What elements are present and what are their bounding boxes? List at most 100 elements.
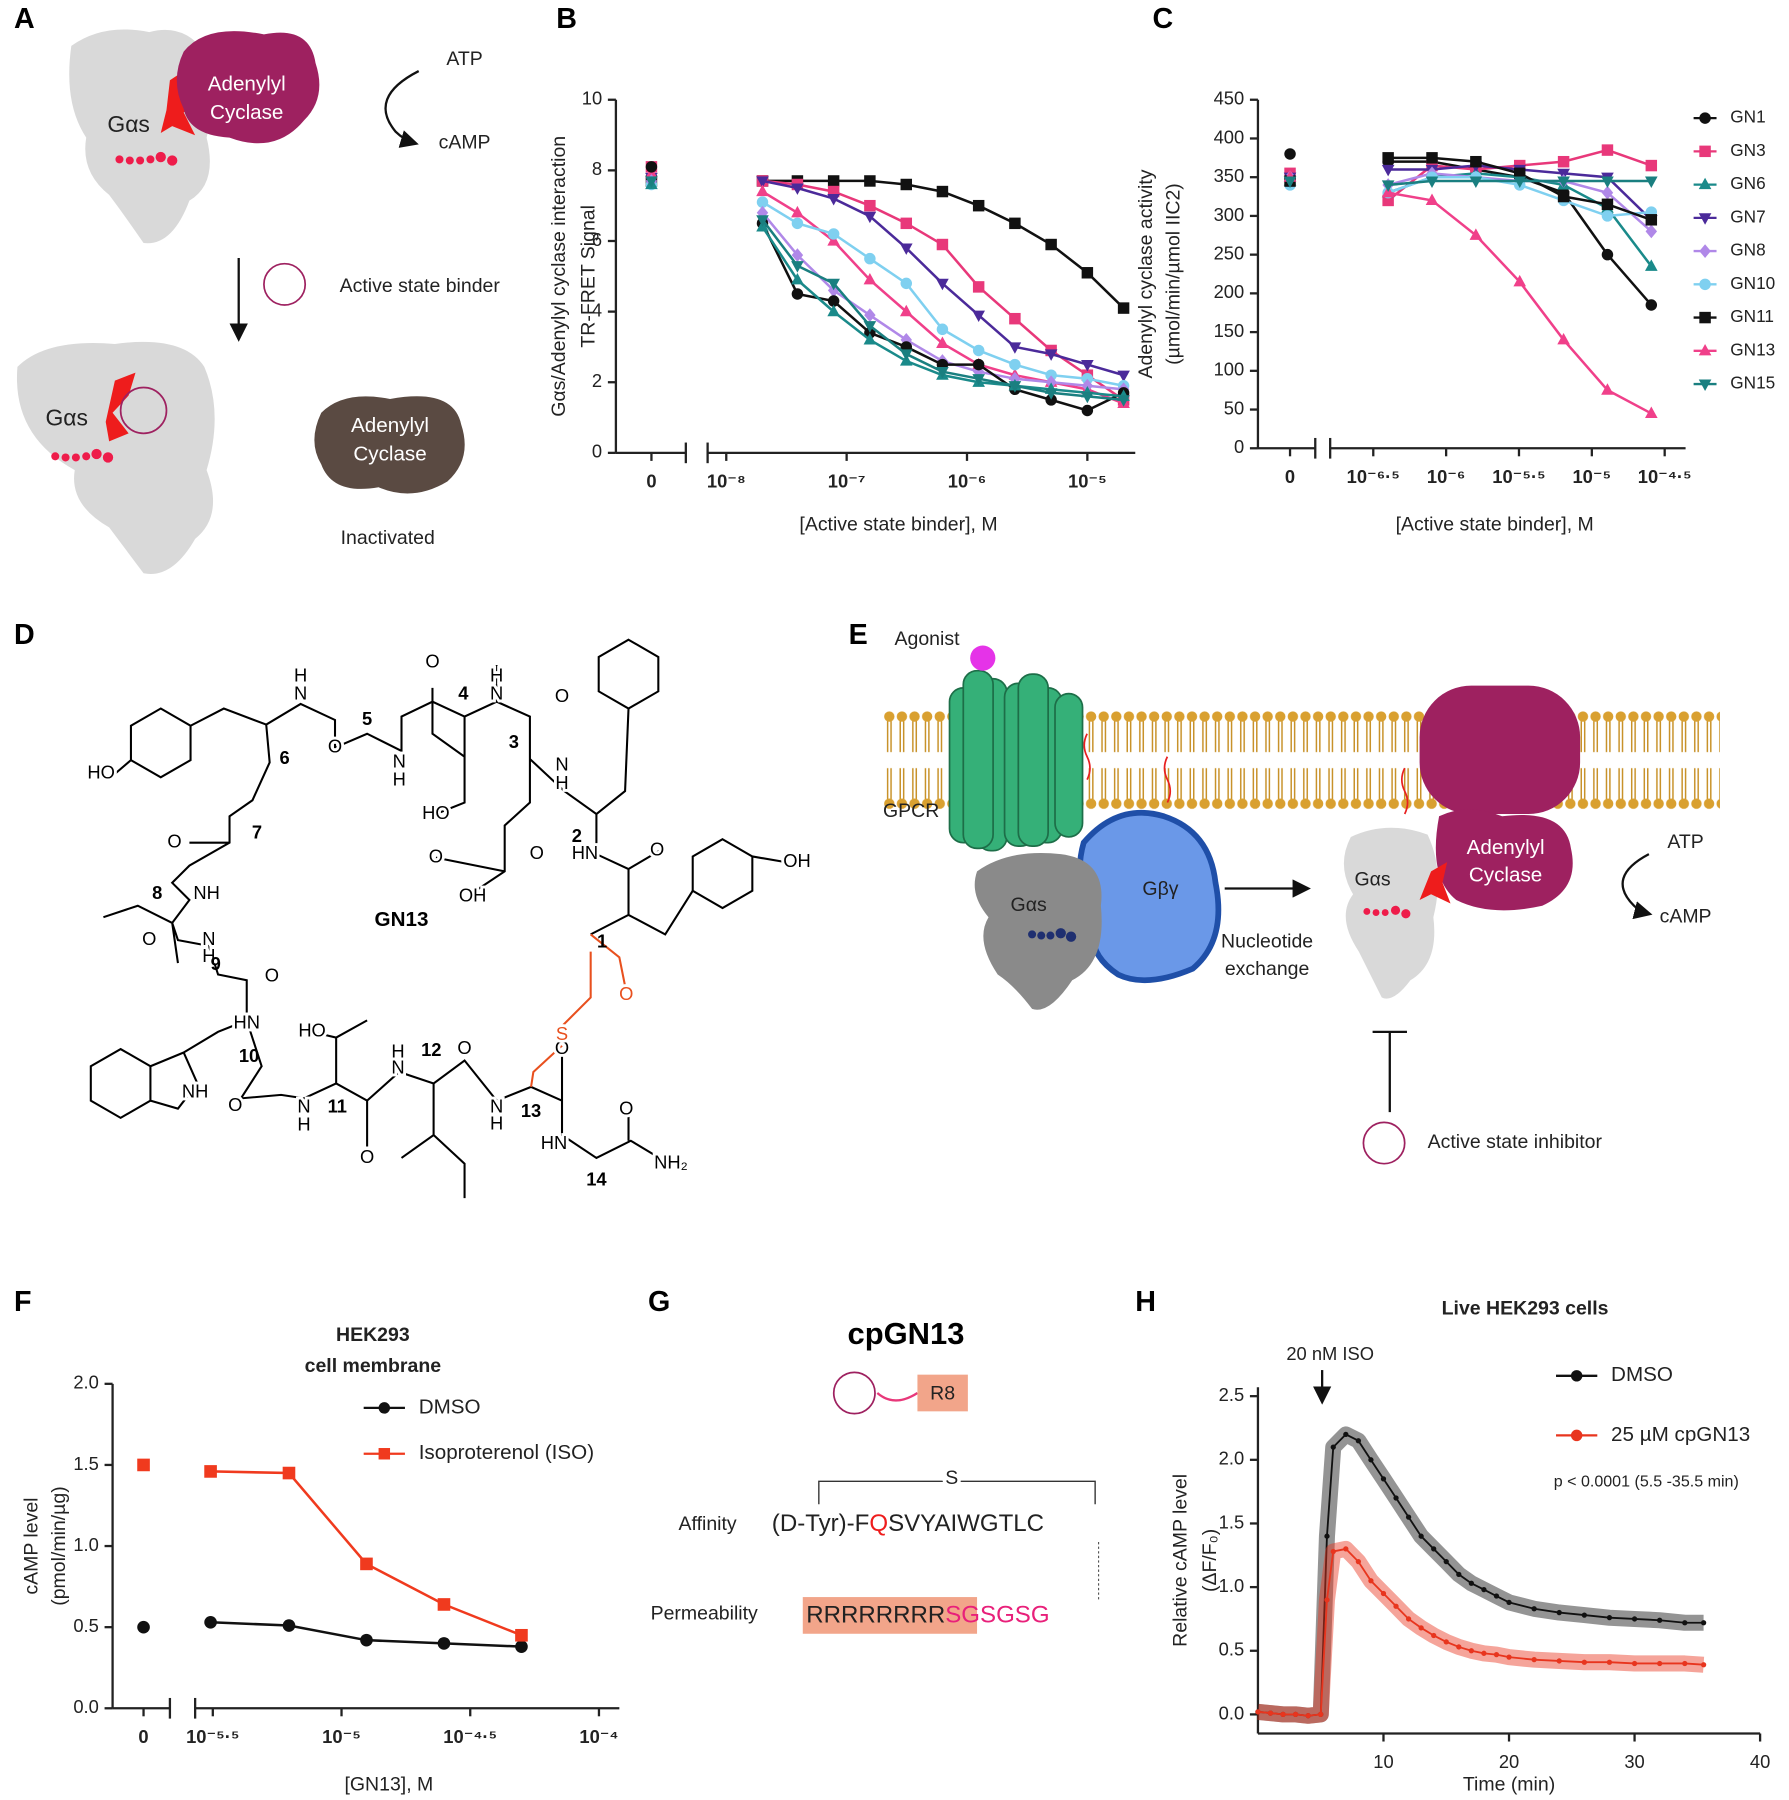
legend-marker: [1699, 278, 1711, 291]
legend-label: DMSO: [1611, 1363, 1673, 1386]
y-tick-label: 1.5: [1219, 1511, 1244, 1532]
label: Gαs: [107, 111, 150, 137]
legend-marker: [1699, 112, 1711, 124]
marker: [864, 327, 876, 339]
atom-label: HO: [87, 762, 115, 783]
marker: [1581, 1612, 1587, 1618]
gas-protein: [1343, 827, 1438, 999]
x-tick-label: 10⁻⁵·⁵: [1492, 466, 1545, 487]
atom-label: O: [457, 1037, 471, 1058]
marker: [791, 217, 804, 230]
marker: [972, 199, 985, 212]
x-axis-label: Time (min): [1463, 1773, 1555, 1795]
residue-number: 11: [328, 1095, 347, 1116]
y-tick-label: 1.0: [73, 1534, 98, 1555]
marker: [1468, 1580, 1474, 1586]
x-tick-label: 40: [1750, 1751, 1770, 1772]
marker: [1645, 299, 1658, 311]
marker: [1382, 152, 1394, 164]
marker: [645, 161, 658, 173]
x-tick-label: 30: [1624, 1751, 1644, 1772]
y-tick-label: 0.0: [73, 1696, 98, 1717]
marker: [1657, 1660, 1663, 1667]
marker: [1280, 1711, 1286, 1718]
marker: [645, 176, 658, 188]
marker: [1631, 1660, 1638, 1667]
atom-label: O: [555, 1037, 569, 1058]
seq-part: SVYAIWGTLC: [888, 1510, 1044, 1537]
marker: [936, 185, 949, 198]
marker: [1645, 214, 1658, 226]
marker: [1506, 1599, 1512, 1606]
marker: [827, 185, 840, 198]
marker: [1557, 176, 1570, 188]
marker: [756, 215, 769, 227]
marker: [1425, 193, 1439, 206]
marker: [204, 1615, 217, 1629]
atom-label: NH: [182, 1080, 208, 1101]
chart: 0 50 100 150 200 250 300 350 400 450 0 10⁻⁶·⁵ 10⁻⁶ 10…: [1135, 88, 1775, 536]
binder-icon: [263, 262, 307, 306]
marker: [1513, 176, 1527, 188]
y-tick-label: 0.0: [1219, 1702, 1244, 1723]
marker: [1601, 198, 1614, 211]
atom-label: O: [265, 965, 279, 986]
bridge: [818, 1480, 1096, 1505]
marker: [791, 261, 804, 273]
marker: [972, 344, 985, 357]
legend-marker: [1698, 343, 1712, 356]
seq-part: RRRRRRRR: [806, 1602, 945, 1629]
marker: [1045, 394, 1057, 406]
label: Gαs: [1011, 894, 1047, 916]
x-tick-label: 0: [646, 471, 656, 492]
marker: [1645, 176, 1658, 188]
marker: [1601, 383, 1614, 395]
marker: [1324, 1533, 1330, 1539]
marker: [972, 358, 985, 371]
atom-label: N: [391, 1056, 404, 1077]
y-tick-label: 0: [1234, 436, 1244, 457]
marker: [282, 1466, 296, 1480]
legend-label: GN15: [1730, 373, 1775, 393]
legend-marker: [378, 1402, 391, 1414]
marker: [899, 349, 913, 361]
y-tick-label: 2: [592, 370, 602, 391]
legend-marker: [1699, 311, 1711, 324]
marker: [972, 310, 985, 323]
marker: [1469, 176, 1483, 188]
marker: [1682, 1660, 1688, 1667]
marker: [1425, 176, 1439, 188]
x-axis-label: [Active state binder], M: [799, 513, 997, 535]
marker: [756, 176, 769, 188]
atom-label: H: [202, 945, 215, 966]
panel-label: B: [556, 3, 577, 35]
marker: [360, 1633, 373, 1647]
marker: [1117, 370, 1130, 383]
marker: [437, 1637, 451, 1650]
marker: [1556, 1658, 1562, 1664]
marker: [1601, 144, 1614, 156]
marker: [1631, 1616, 1638, 1622]
marker: [1255, 1709, 1261, 1715]
marker: [863, 321, 877, 333]
label: cAMP: [1660, 905, 1712, 927]
atom-label: S: [556, 1023, 568, 1044]
nucleotide: [51, 448, 114, 463]
marker: [1381, 164, 1395, 177]
atom-label: O: [360, 1146, 374, 1167]
atom-label: OH: [783, 850, 810, 871]
marker: [1531, 1606, 1537, 1612]
marker: [282, 1619, 296, 1632]
atom-label: O: [429, 845, 443, 866]
legend-marker: [1570, 1429, 1583, 1442]
atom-label: N: [294, 683, 307, 704]
label-halo: S: [945, 1467, 958, 1489]
atom-label: NH₂: [654, 1152, 688, 1173]
marker: [864, 175, 876, 187]
marker: [1418, 1533, 1424, 1539]
panel-label: E: [849, 619, 868, 651]
marker: [1468, 1648, 1474, 1654]
marker: [1405, 1514, 1412, 1520]
